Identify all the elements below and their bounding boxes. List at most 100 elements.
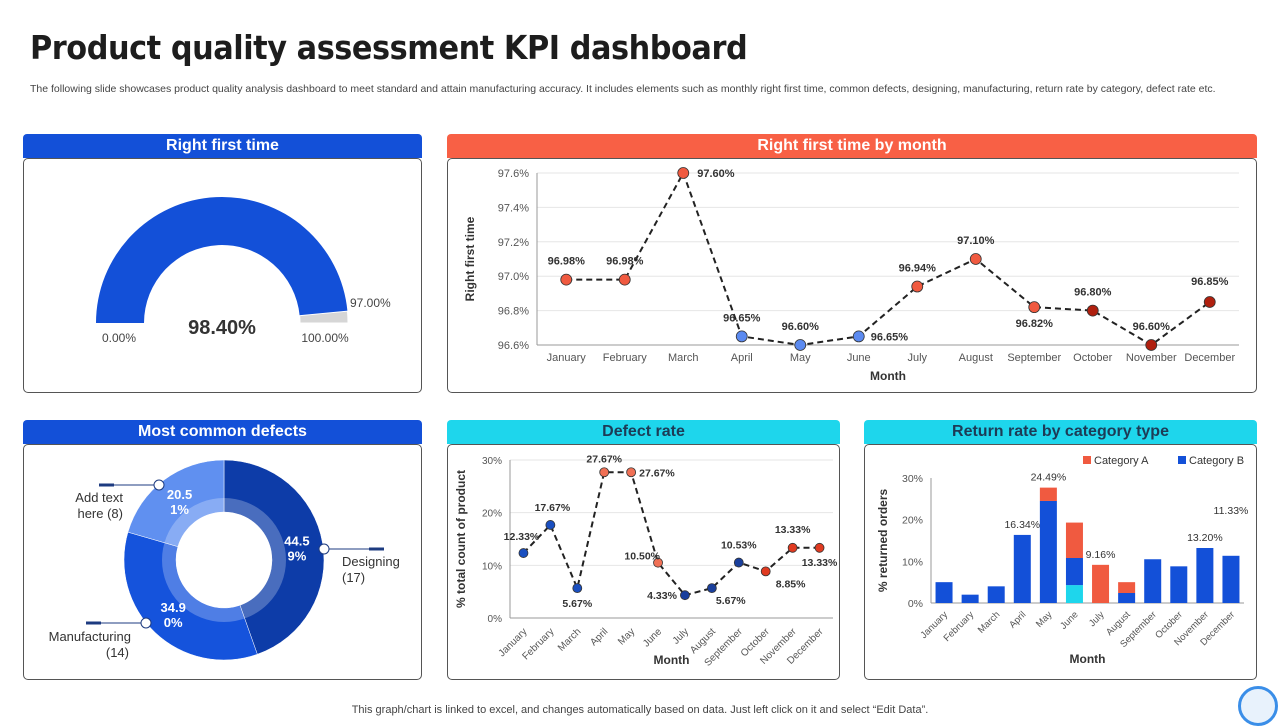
donut-slice: [223, 459, 325, 655]
data-point: [677, 167, 690, 179]
data-point: [545, 520, 556, 530]
brand-logo: [1238, 686, 1278, 726]
bar-segment: [1118, 582, 1136, 593]
x-tick-label: July: [1087, 609, 1107, 629]
slice-count: here (8): [77, 506, 123, 521]
data-point: [852, 330, 865, 343]
y-axis-title: % total count of product: [454, 470, 468, 608]
x-tick-label: May: [616, 626, 637, 647]
y-tick-label: 97.6%: [498, 168, 529, 180]
bar-segment: [1144, 559, 1162, 603]
slice-value-label: 9%: [288, 548, 307, 563]
data-label: 96.94%: [899, 263, 937, 275]
x-tick-label: June: [641, 626, 664, 649]
callout-dot: [318, 543, 330, 555]
data-label: 96.82%: [1016, 318, 1054, 330]
bar-data-label: 11.33%: [1214, 505, 1249, 517]
bar-segment: [1065, 558, 1083, 586]
data-label: 96.80%: [1074, 287, 1112, 299]
x-tick-label: September: [1007, 352, 1061, 364]
bar-data-label: 16.34%: [1004, 519, 1040, 531]
slice-count: (14): [106, 645, 129, 660]
x-tick-label: November: [1126, 352, 1177, 364]
x-tick-label: February: [603, 352, 648, 364]
callout-dot: [153, 479, 165, 491]
return-rate-panel: 0% 10% 20% 30% January February March 16.34% Apr…: [864, 444, 1257, 680]
data-label: 96.85%: [1191, 276, 1229, 288]
y-tick-label: 10%: [902, 556, 923, 568]
data-point: [560, 273, 573, 286]
data-point: [618, 273, 631, 286]
slice-name: Designing: [342, 554, 400, 569]
data-label: 10.53%: [721, 540, 757, 552]
x-tick-label: April: [588, 626, 610, 648]
data-label: 17.67%: [535, 502, 571, 514]
panel-header-defect-rate: Defect rate: [447, 420, 840, 444]
y-tick-label: 20%: [482, 509, 502, 520]
data-label: 96.65%: [871, 331, 909, 343]
x-tick-label: May: [790, 352, 811, 364]
data-point: [814, 542, 825, 553]
donut-slice: [127, 459, 225, 547]
y-tick-label: 30%: [482, 456, 502, 467]
data-label: 97.10%: [957, 235, 995, 247]
rft-line-chart: 96.6% 96.8% 97.0% 97.2% 97.4% 97.6% January Feb…: [463, 167, 1239, 383]
x-tick-label: March: [668, 352, 699, 364]
y-tick-label: 97.0%: [498, 271, 529, 283]
callout-dot: [140, 617, 152, 629]
x-tick-label: June: [1058, 609, 1080, 631]
page-title: Product quality assessment KPI dashboard: [30, 28, 748, 67]
slice-name: Add text: [75, 490, 123, 505]
bar-segment: [1196, 548, 1214, 603]
x-axis-title: Month: [1070, 652, 1106, 666]
x-tick-label: March: [976, 609, 1002, 635]
donut-inner-ring: [162, 498, 286, 622]
y-axis-title: % returned orders: [876, 488, 890, 592]
data-label: 96.65%: [723, 312, 761, 324]
x-tick-label: January: [547, 352, 587, 364]
bar-segment: [935, 582, 953, 603]
data-label: 13.33%: [775, 524, 811, 536]
data-label: 10.50%: [624, 551, 660, 563]
data-point: [518, 548, 529, 558]
bar-segment: [1170, 566, 1188, 603]
data-label: 96.60%: [1133, 321, 1171, 333]
footer-note: This graph/chart is linked to excel, and…: [351, 704, 929, 716]
data-label: 96.98%: [606, 256, 644, 268]
panel-header-most-common-defects: Most common defects: [23, 420, 422, 444]
data-label: 27.67%: [639, 467, 675, 479]
series-line: [566, 170, 1211, 347]
gauge-max-label: 100.00%: [301, 331, 349, 345]
slice-value-label: 1%: [170, 502, 189, 517]
bar-segment: [1039, 500, 1057, 603]
gauge-threshold-label: 97.00%: [350, 296, 391, 310]
defect-rate-panel: 0% 10% 20% 30% January February March April May J…: [447, 444, 840, 680]
gauge-value: 98.40%: [188, 317, 256, 339]
data-point: [706, 583, 717, 594]
y-tick-label: 97.4%: [498, 202, 529, 214]
data-point: [1203, 296, 1216, 308]
data-point: [733, 557, 744, 568]
y-tick-label: 0%: [488, 614, 503, 625]
gauge-min-label: 0.00%: [102, 331, 136, 345]
y-tick-label: 96.6%: [498, 340, 529, 352]
slice-value-label: 34.9: [161, 600, 186, 615]
x-tick-label: June: [847, 352, 871, 364]
y-tick-label: 30%: [902, 473, 923, 485]
x-tick-label: July: [671, 626, 691, 646]
x-axis-title: Month: [654, 653, 690, 667]
bar-data-label: 9.16%: [1086, 549, 1116, 561]
data-point: [1145, 339, 1158, 351]
y-tick-label: 96.8%: [498, 306, 529, 318]
data-point: [969, 253, 982, 265]
panel-header-right-first-time: Right first time: [23, 134, 422, 158]
data-point: [911, 280, 924, 293]
legend-label: Category A: [1094, 455, 1149, 467]
data-point: [680, 590, 690, 601]
x-tick-label: December: [1184, 352, 1235, 364]
panel-header-right-first-time-by-month: Right first time by month: [447, 134, 1257, 158]
gauge-remaining-arc: [299, 310, 349, 324]
data-label: 96.60%: [782, 321, 820, 333]
y-tick-label: 97.2%: [498, 237, 529, 249]
